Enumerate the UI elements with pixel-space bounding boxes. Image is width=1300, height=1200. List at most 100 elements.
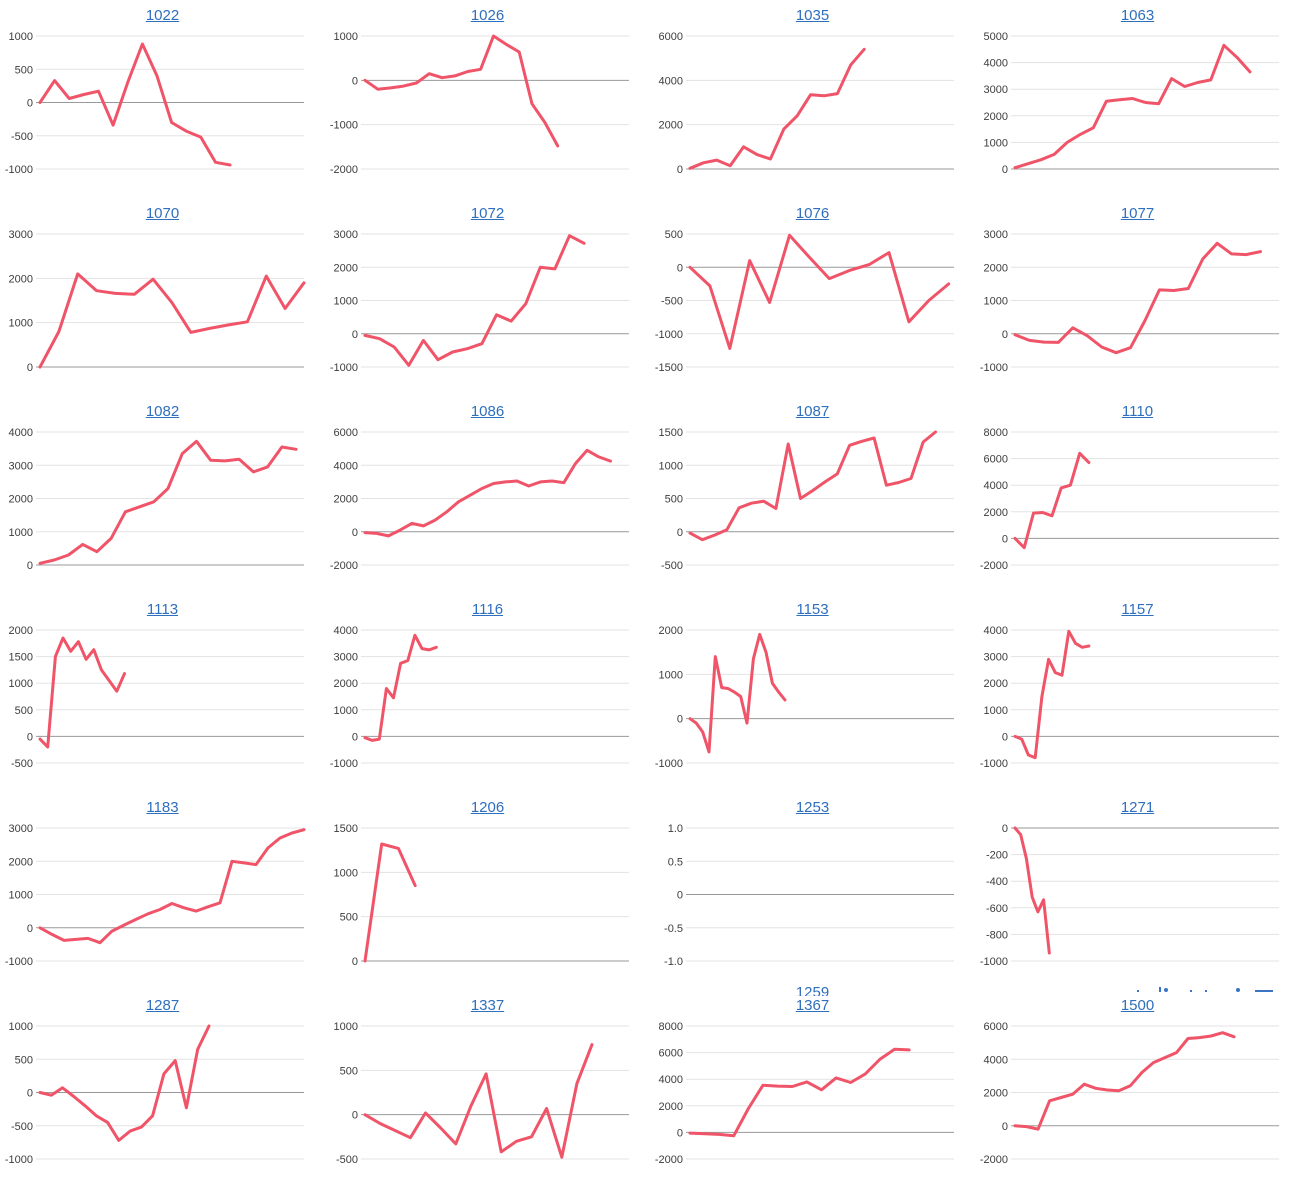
y-tick-label: 0 bbox=[352, 731, 358, 743]
y-tick-label: 4000 bbox=[334, 460, 358, 472]
clipped-glyph-fragment bbox=[1190, 990, 1192, 992]
chart-plot-1116: 4000 3000 2000 1000 0 -1000 bbox=[330, 625, 629, 770]
chart-title-link-1082[interactable]: 1082 bbox=[145, 403, 180, 420]
line-series bbox=[688, 47, 866, 170]
chart-title-link-1287[interactable]: 1287 bbox=[145, 997, 180, 1014]
line-series bbox=[688, 632, 787, 754]
chart-plot-1087: 1500 1000 500 0 -500 bbox=[659, 427, 954, 572]
chart-cell-1153: 1153 2000 1000 0 -1000 bbox=[650, 594, 975, 792]
chart-title-link-1253[interactable]: 1253 bbox=[795, 799, 830, 816]
y-tick-label: 2000 bbox=[984, 1088, 1008, 1100]
y-tick-label: 5000 bbox=[984, 31, 1008, 43]
y-tick-label: 2000 bbox=[9, 625, 33, 637]
chart-title-link-1367[interactable]: 1367 bbox=[795, 997, 830, 1014]
chart-title-link-1110[interactable]: 1110 bbox=[1121, 403, 1154, 420]
chart-plot-1183: 3000 2000 1000 0 -1000 bbox=[5, 823, 306, 968]
y-tick-label: 1.0 bbox=[668, 823, 683, 835]
y-tick-label: -500 bbox=[11, 1121, 33, 1133]
y-tick-label: 1000 bbox=[659, 460, 683, 472]
y-tick-label: -1000 bbox=[330, 362, 358, 374]
y-tick-label: 2000 bbox=[984, 111, 1008, 123]
chart-cell-1026: 1026 1000 0 -1000 -2000 bbox=[325, 0, 650, 198]
y-tick-label: 2000 bbox=[659, 120, 683, 132]
y-tick-label: -500 bbox=[11, 758, 33, 770]
y-tick-label: 1500 bbox=[659, 427, 683, 439]
y-tick-label: 1000 bbox=[334, 705, 358, 717]
chart-title-link-1026[interactable]: 1026 bbox=[470, 7, 505, 24]
chart-title-link-1157[interactable]: 1157 bbox=[1121, 601, 1154, 618]
y-tick-label: -500 bbox=[661, 296, 683, 308]
y-tick-label: -400 bbox=[986, 876, 1008, 888]
y-tick-label: 6000 bbox=[334, 427, 358, 439]
y-tick-label: 1000 bbox=[9, 890, 33, 902]
chart-plot-1070: 3000 2000 1000 0 bbox=[9, 229, 306, 374]
y-tick-label: 0 bbox=[27, 560, 33, 572]
y-tick-label: 6000 bbox=[984, 454, 1008, 466]
chart-cell-1077: 1077 3000 2000 1000 0 -1000 bbox=[975, 198, 1300, 396]
chart-title-link-1206[interactable]: 1206 bbox=[470, 799, 505, 816]
y-tick-label: 0.5 bbox=[668, 856, 683, 868]
y-tick-label: 8000 bbox=[659, 1021, 683, 1033]
y-tick-label: 0 bbox=[352, 956, 358, 968]
y-tick-label: 2000 bbox=[9, 856, 33, 868]
y-tick-label: 6000 bbox=[984, 1021, 1008, 1033]
y-tick-label: 2000 bbox=[334, 678, 358, 690]
y-tick-label: 3000 bbox=[334, 229, 358, 241]
chart-title-link-1116[interactable]: 1116 bbox=[471, 601, 504, 618]
chart-cell-1086: 1086 6000 4000 2000 0 -2000 bbox=[325, 396, 650, 594]
y-tick-label: -1.0 bbox=[664, 956, 683, 968]
y-tick-label: 4000 bbox=[984, 480, 1008, 492]
line-series bbox=[1013, 43, 1252, 170]
y-tick-label: -1000 bbox=[330, 120, 358, 132]
chart-title-link-1113[interactable]: 1113 bbox=[146, 601, 179, 618]
chart-title-link-1183[interactable]: 1183 bbox=[146, 799, 179, 816]
y-tick-label: 4000 bbox=[984, 625, 1008, 637]
y-tick-label: 2000 bbox=[659, 625, 683, 637]
chart-plot-1035: 6000 4000 2000 0 bbox=[659, 31, 954, 176]
chart-title-link-1063[interactable]: 1063 bbox=[1120, 7, 1155, 24]
chart-title-link-1035[interactable]: 1035 bbox=[795, 7, 830, 24]
clipped-glyph-fragment bbox=[1255, 990, 1273, 992]
y-tick-label: 0 bbox=[352, 527, 358, 539]
y-tick-label: 2000 bbox=[334, 494, 358, 506]
chart-title-link-1022[interactable]: 1022 bbox=[145, 7, 180, 24]
y-tick-label: 0 bbox=[1002, 1121, 1008, 1133]
clipped-glyph-fragment bbox=[1236, 988, 1240, 992]
chart-title-link-1271[interactable]: 1271 bbox=[1120, 799, 1155, 816]
y-tick-label: 4000 bbox=[9, 427, 33, 439]
clipped-glyph-fragment bbox=[1137, 990, 1139, 992]
chart-cell-1337: 1337 1000 500 0 -500 bbox=[325, 990, 650, 1188]
chart-title-link-1086[interactable]: 1086 bbox=[470, 403, 505, 420]
y-tick-label: 3000 bbox=[9, 229, 33, 241]
chart-plot-1287: 1000 500 0 -500 -1000 bbox=[5, 1021, 304, 1166]
chart-title-link-1070[interactable]: 1070 bbox=[145, 205, 180, 222]
chart-title-link-1072[interactable]: 1072 bbox=[470, 205, 505, 222]
y-tick-label: 6000 bbox=[659, 31, 683, 43]
chart-title-link-1077[interactable]: 1077 bbox=[1120, 205, 1155, 222]
line-series bbox=[1013, 826, 1051, 955]
y-tick-label: 1000 bbox=[9, 678, 33, 690]
y-tick-label: 3000 bbox=[984, 652, 1008, 664]
chart-title-link-1076[interactable]: 1076 bbox=[795, 205, 830, 222]
line-series bbox=[38, 42, 232, 167]
chart-title-link-1153[interactable]: 1153 bbox=[796, 601, 829, 618]
chart-title-link-1337[interactable]: 1337 bbox=[470, 997, 505, 1014]
y-tick-label: 500 bbox=[340, 1065, 358, 1077]
line-series bbox=[38, 272, 306, 369]
y-tick-label: 0 bbox=[677, 1127, 683, 1139]
chart-title-link-1500[interactable]: 1500 bbox=[1120, 997, 1155, 1014]
y-tick-label: -1000 bbox=[980, 362, 1008, 374]
chart-plot-1022: 1000 500 0 -500 -1000 bbox=[5, 31, 304, 176]
y-tick-label: 0 bbox=[27, 731, 33, 743]
chart-plot-1086: 6000 4000 2000 0 -2000 bbox=[330, 427, 629, 572]
y-tick-label: 1500 bbox=[334, 823, 358, 835]
chart-plot-1082: 4000 3000 2000 1000 0 bbox=[9, 427, 304, 572]
line-series bbox=[363, 1043, 594, 1159]
y-tick-label: 2000 bbox=[984, 262, 1008, 274]
y-tick-label: 1000 bbox=[659, 669, 683, 681]
chart-title-link-1087[interactable]: 1087 bbox=[795, 403, 830, 420]
clipped-chart-title-link[interactable]: 1259 bbox=[795, 984, 830, 996]
chart-plot-1076: 500 0 -500 -1000 -1500 bbox=[655, 229, 954, 374]
y-tick-label: 0 bbox=[27, 98, 33, 110]
y-tick-label: 0 bbox=[677, 714, 683, 726]
